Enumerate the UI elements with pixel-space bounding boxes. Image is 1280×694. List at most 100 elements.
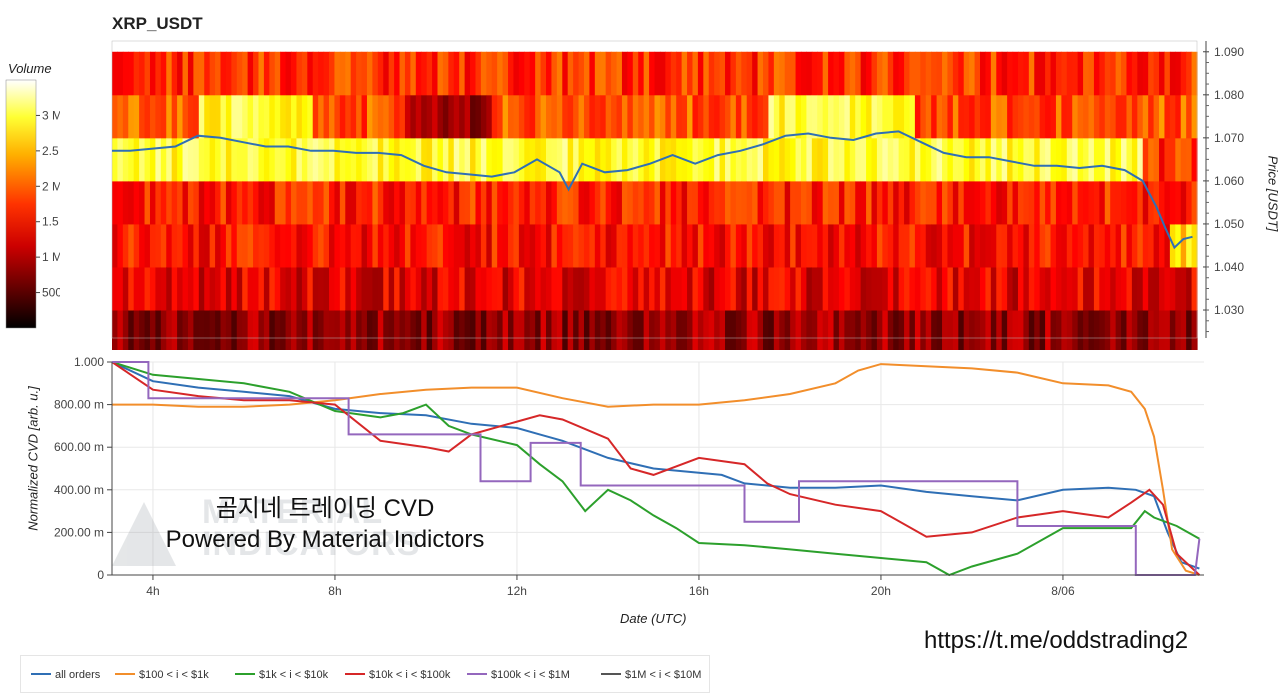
heatmap-cell: [741, 180, 748, 225]
heatmap-cell: [432, 180, 439, 225]
heatmap-cell: [1131, 310, 1138, 350]
heatmap-cell: [594, 137, 601, 182]
heatmap-cell: [432, 266, 439, 311]
heatmap-cell: [432, 310, 439, 350]
heatmap-cell: [1164, 137, 1171, 182]
heatmap-cell: [1104, 137, 1111, 182]
heatmap-cell: [459, 137, 466, 182]
heatmap-cell: [838, 310, 845, 350]
heatmap-cell: [291, 180, 298, 225]
heatmap-cell: [486, 310, 493, 350]
heatmap-cell: [578, 94, 585, 139]
heatmap-cell: [1121, 51, 1128, 96]
heatmap-cell: [350, 51, 357, 96]
heatmap-cell: [410, 310, 417, 350]
heatmap-cell: [583, 51, 590, 96]
heatmap-cell: [318, 137, 325, 182]
heatmap-cell: [638, 94, 645, 139]
legend-item[interactable]: $1M < i < $10M: [601, 669, 701, 681]
heatmap-cell: [1093, 94, 1100, 139]
heatmap-cell: [513, 266, 520, 311]
heatmap-cell: [719, 266, 726, 311]
heatmap-cell: [301, 51, 308, 96]
heatmap-cell: [285, 51, 292, 96]
heatmap-cell: [822, 180, 829, 225]
heatmap-cell: [947, 223, 954, 268]
heatmap-cell: [800, 180, 807, 225]
heatmap-cell: [491, 94, 498, 139]
heatmap-cell: [980, 223, 987, 268]
heatmap-cell: [464, 137, 471, 182]
heatmap-cell: [990, 137, 997, 182]
heatmap-cell: [513, 94, 520, 139]
heatmap-cell: [980, 266, 987, 311]
heatmap-cell: [394, 223, 401, 268]
legend-item[interactable]: all orders: [31, 669, 100, 681]
heatmap-cell: [345, 137, 352, 182]
heatmap-cell: [296, 94, 303, 139]
watermark-line2: Powered By Material Indictors: [165, 526, 485, 553]
heatmap-cell: [632, 137, 639, 182]
heatmap-cell: [133, 137, 140, 182]
heatmap-cell: [654, 266, 661, 311]
heatmap-cell: [182, 180, 189, 225]
heatmap-cell: [312, 51, 319, 96]
heatmap-cell: [535, 310, 542, 350]
heatmap-cell: [144, 310, 151, 350]
heatmap-cell: [285, 223, 292, 268]
heatmap-cell: [508, 223, 515, 268]
heatmap-cell: [242, 51, 249, 96]
heatmap-cell: [171, 310, 178, 350]
heatmap-cell: [871, 137, 878, 182]
legend: all orders $100 < i < $1k $1k < i < $10k $1…: [20, 655, 710, 693]
heatmap-cell: [638, 310, 645, 350]
heatmap-cell: [1180, 94, 1187, 139]
legend-item[interactable]: $100k < i < $1M: [467, 669, 570, 681]
heatmap-cell: [876, 310, 883, 350]
heatmap-cell: [117, 310, 124, 350]
heatmap-cell: [1121, 223, 1128, 268]
heatmap-cell: [236, 94, 243, 139]
heatmap-cell: [171, 137, 178, 182]
heatmap-cell: [372, 266, 379, 311]
heatmap-cell: [860, 310, 867, 350]
heatmap-cell: [269, 137, 276, 182]
heatmap-cell: [198, 266, 205, 311]
heatmap-cell: [735, 223, 742, 268]
heatmap-cell: [1169, 180, 1176, 225]
heatmap-cell: [112, 223, 119, 268]
heatmap-cell: [1066, 180, 1073, 225]
heatmap-cell: [361, 223, 368, 268]
heatmap-cell: [112, 266, 119, 311]
heatmap-cell: [752, 266, 759, 311]
heatmap-cell: [1077, 223, 1084, 268]
heatmap-cell: [1055, 137, 1062, 182]
heatmap-cell: [1039, 137, 1046, 182]
heatmap-cell: [670, 94, 677, 139]
heatmap-cell: [627, 223, 634, 268]
heatmap-cell: [149, 137, 156, 182]
heatmap-cell: [453, 266, 460, 311]
heatmap-cell: [556, 223, 563, 268]
heatmap-cell: [942, 51, 949, 96]
heatmap-cell: [497, 180, 504, 225]
heatmap-cell: [529, 310, 536, 350]
heatmap-cell: [486, 223, 493, 268]
watermark-caption: 곰지네 트레이딩 CVD Powered By Material Indicto…: [145, 493, 505, 555]
cvd-y-tick-label: 200.00 m: [54, 525, 104, 539]
heatmap-cell: [1159, 223, 1166, 268]
heatmap-cell: [849, 51, 856, 96]
legend-item[interactable]: $1k < i < $10k: [235, 669, 328, 681]
heatmap-cell: [204, 137, 211, 182]
heatmap-cell: [160, 223, 167, 268]
legend-label: $1k < i < $10k: [259, 669, 329, 681]
telegram-link[interactable]: https://t.me/oddstrading2: [924, 627, 1189, 654]
heatmap-cell: [128, 51, 135, 96]
heatmap-cell: [1186, 94, 1193, 139]
heatmap-cell: [182, 137, 189, 182]
legend-item[interactable]: $100 < i < $1k: [115, 669, 209, 681]
heatmap-cell: [763, 94, 770, 139]
heatmap-cell: [307, 51, 314, 96]
legend-item[interactable]: $10k < i < $100k: [345, 669, 450, 681]
heatmap-cell: [562, 94, 569, 139]
